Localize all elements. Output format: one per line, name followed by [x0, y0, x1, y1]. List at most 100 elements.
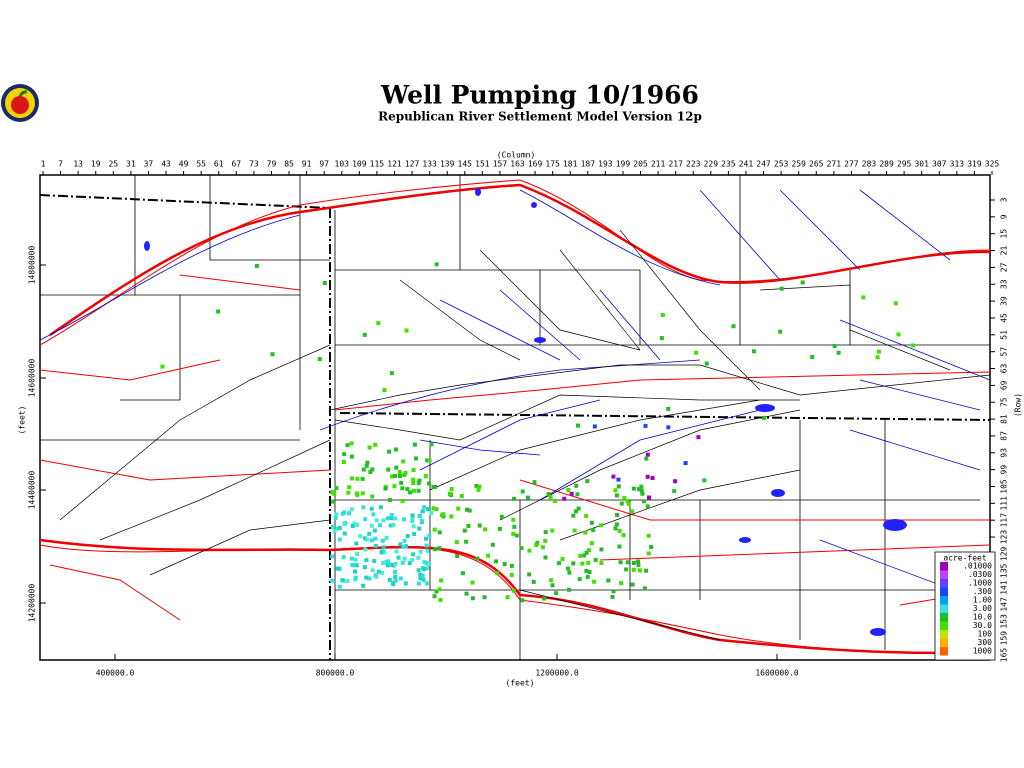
- column-tick-label: 67: [231, 160, 241, 169]
- well-cell: [416, 555, 421, 560]
- well-cells: [160, 262, 916, 603]
- well-cell: [432, 594, 437, 599]
- legend-swatch: [940, 638, 948, 647]
- well-cell: [342, 510, 347, 515]
- column-tick-label: 271: [827, 160, 842, 169]
- well-cell: [610, 594, 615, 599]
- well-cell: [392, 484, 397, 489]
- well-cell: [636, 562, 641, 567]
- legend-label: 100: [978, 630, 993, 639]
- well-cell: [511, 588, 516, 593]
- well-cell: [573, 509, 578, 514]
- well-cell: [520, 598, 525, 603]
- well-cell: [400, 498, 405, 503]
- well-cell: [875, 355, 880, 360]
- row-tick-label: 3: [1000, 197, 1009, 202]
- well-cell: [614, 522, 619, 527]
- well-cell: [643, 423, 648, 428]
- well-cell: [470, 580, 475, 585]
- right-axis-label: (Row): [1014, 393, 1023, 417]
- well-cell: [360, 476, 365, 481]
- well-cell: [317, 357, 322, 362]
- well-cell: [393, 574, 398, 579]
- well-cell: [404, 328, 409, 333]
- legend: acre-feet .01000.0300.1000.3001.003.0010…: [934, 551, 996, 661]
- well-cell: [402, 538, 407, 543]
- well-cell: [411, 488, 416, 493]
- well-cell: [340, 578, 345, 583]
- well-cell: [832, 343, 837, 348]
- well-cell: [549, 578, 554, 583]
- top-axis-label: (Column): [497, 151, 536, 160]
- well-cell: [374, 518, 379, 523]
- well-cell: [416, 488, 421, 493]
- column-tick-label: 73: [249, 160, 259, 169]
- well-cell: [334, 512, 339, 517]
- well-cell: [393, 447, 398, 452]
- legend-swatch: [940, 630, 948, 639]
- column-tick-label: 115: [370, 160, 385, 169]
- well-cell: [613, 526, 618, 531]
- well-cell: [495, 571, 500, 576]
- well-cell: [599, 561, 604, 566]
- well-cell: [514, 533, 519, 538]
- well-cell: [363, 517, 368, 522]
- well-cell: [591, 528, 596, 533]
- legend-label: 1.00: [973, 596, 992, 605]
- well-cell: [552, 498, 557, 503]
- well-cell: [355, 522, 360, 527]
- well-cell: [404, 544, 409, 549]
- well-cell: [270, 352, 275, 357]
- well-cell: [637, 568, 642, 573]
- well-cell: [392, 570, 397, 575]
- well-cell: [474, 483, 479, 488]
- well-cell: [410, 557, 415, 562]
- well-cell: [346, 490, 351, 495]
- well-cell: [584, 568, 589, 573]
- well-cell: [483, 527, 488, 532]
- well-cell: [400, 486, 405, 491]
- column-tick-label: 175: [545, 160, 560, 169]
- well-cell: [645, 504, 650, 509]
- well-cell: [397, 474, 402, 479]
- row-tick-label: 147: [1000, 597, 1009, 612]
- row-tick-label: 135: [1000, 563, 1009, 578]
- well-cell: [619, 581, 624, 586]
- column-tick-label: 133: [422, 160, 437, 169]
- well-cell: [464, 539, 469, 544]
- well-cell: [626, 501, 631, 506]
- well-cell: [438, 597, 443, 602]
- well-cell: [631, 561, 636, 565]
- well-cell: [639, 484, 644, 489]
- well-cell: [582, 553, 587, 558]
- well-cell: [466, 523, 471, 528]
- column-tick-label: 307: [932, 160, 947, 169]
- well-cell: [355, 551, 360, 556]
- map-area: [39, 174, 991, 661]
- well-cell: [422, 560, 427, 565]
- well-cell: [372, 528, 377, 533]
- title: Well Pumping 10/1966: [380, 81, 699, 110]
- well-cell: [362, 565, 367, 570]
- well-cell: [666, 407, 671, 412]
- well-cell: [778, 329, 783, 334]
- column-tick-label: 235: [721, 160, 736, 169]
- well-cell: [477, 523, 482, 528]
- well-cell: [494, 559, 499, 564]
- well-cell: [616, 477, 621, 482]
- well-cell: [350, 524, 355, 529]
- well-cell: [410, 513, 415, 518]
- well-cell: [341, 460, 346, 465]
- well-cell: [367, 576, 372, 581]
- row-tick-label: 81: [1000, 414, 1009, 424]
- well-cell: [370, 467, 375, 472]
- well-cell: [425, 507, 430, 512]
- column-tick-label: 25: [108, 160, 118, 169]
- legend-label: 30.0: [973, 621, 992, 630]
- column-tick-label: 91: [302, 160, 312, 169]
- column-tick-label: 223: [686, 160, 701, 169]
- well-cell: [322, 280, 327, 285]
- well-cell: [364, 537, 369, 542]
- well-cell: [437, 546, 442, 551]
- legend-swatch: [940, 647, 948, 656]
